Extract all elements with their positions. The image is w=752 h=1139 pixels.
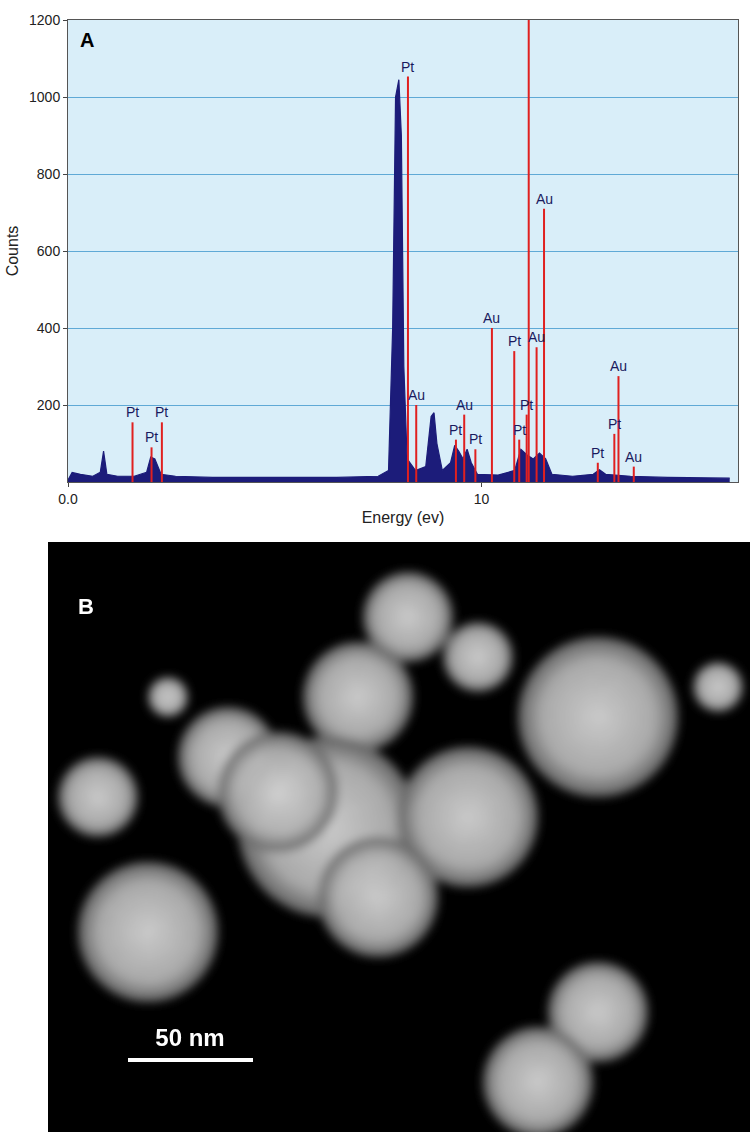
svg-text:Au: Au <box>528 329 545 345</box>
svg-text:Pt: Pt <box>155 404 168 420</box>
svg-text:Au: Au <box>456 397 473 413</box>
svg-text:1200: 1200 <box>29 12 60 28</box>
svg-text:Pt: Pt <box>508 333 521 349</box>
svg-text:50 nm: 50 nm <box>155 1024 224 1051</box>
svg-text:10: 10 <box>474 491 490 507</box>
svg-text:Pt: Pt <box>469 431 482 447</box>
svg-text:Pt: Pt <box>608 416 621 432</box>
svg-text:A: A <box>80 29 94 51</box>
svg-text:B: B <box>78 594 94 619</box>
svg-text:Pt: Pt <box>126 404 139 420</box>
svg-text:Pt: Pt <box>449 422 462 438</box>
svg-text:Au: Au <box>610 358 627 374</box>
svg-text:0.0: 0.0 <box>58 491 78 507</box>
svg-text:Energy (ev): Energy (ev) <box>362 509 445 526</box>
svg-text:Pt: Pt <box>520 397 533 413</box>
svg-text:Au: Au <box>483 310 500 326</box>
svg-text:Pt: Pt <box>145 429 158 445</box>
svg-text:600: 600 <box>37 243 61 259</box>
svg-text:Counts: Counts <box>4 226 21 277</box>
svg-text:Au: Au <box>408 387 425 403</box>
svg-text:Pt: Pt <box>591 445 604 461</box>
svg-text:800: 800 <box>37 166 61 182</box>
svg-text:1000: 1000 <box>29 89 60 105</box>
svg-text:Pt: Pt <box>513 422 526 438</box>
svg-text:Au: Au <box>625 449 642 465</box>
svg-text:200: 200 <box>37 397 61 413</box>
svg-text:Au: Au <box>536 191 553 207</box>
svg-text:Pt: Pt <box>401 59 414 75</box>
svg-text:400: 400 <box>37 320 61 336</box>
